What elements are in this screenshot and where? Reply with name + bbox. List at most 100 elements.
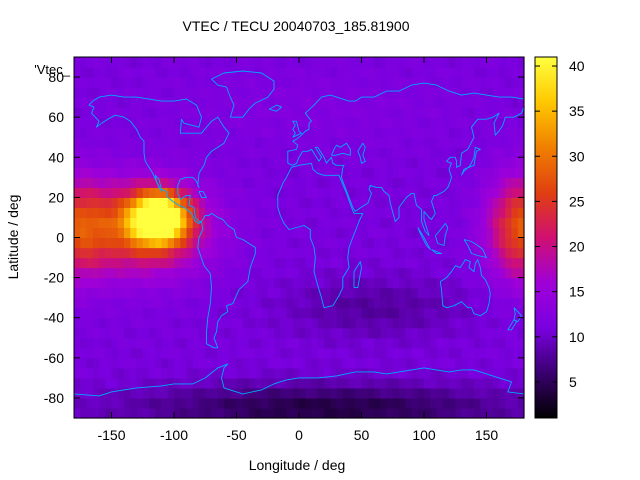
heatmap-cell [111,407,119,419]
heatmap-cell [392,127,400,138]
heatmap-cell [224,327,231,339]
heatmap-cell [517,247,525,259]
heatmap-cell [399,367,406,379]
heatmap-cell [261,247,269,259]
heatmap-cell [155,137,163,148]
heatmap-cell [149,297,156,309]
heatmap-cell [136,97,144,108]
heatmap-cell [411,367,419,379]
coastline [507,319,517,331]
heatmap-cell [292,407,300,419]
heatmap-cell [167,317,175,329]
heatmap-cell [267,377,275,389]
heatmap-cell [80,307,88,319]
heatmap-cell [374,277,381,289]
heatmap-cell [224,367,231,379]
heatmap-cell [174,207,181,219]
heatmap-cell [205,167,213,178]
heatmap-cell [292,327,300,339]
heatmap-cell [286,267,294,279]
heatmap-cell [305,247,313,259]
heatmap-cell [280,327,288,339]
heatmap-cell [380,197,388,209]
heatmap-cell [211,147,219,158]
heatmap-cell [517,117,525,128]
heatmap-cell [392,297,400,309]
heatmap-cell [442,67,450,78]
heatmap-cell [274,177,281,188]
heatmap-cell [299,97,306,108]
heatmap-cell [336,57,344,68]
heatmap-cell [180,317,188,329]
heatmap-cell [155,67,163,78]
heatmap-cell [180,387,188,399]
heatmap-cell [324,97,331,108]
heatmap-cell [199,307,206,319]
heatmap-cell [274,327,281,339]
heatmap-cell [424,347,431,359]
heatmap-cell [380,127,388,138]
heatmap-cell [186,137,194,148]
heatmap-cell [305,187,313,198]
heatmap-cell [211,207,219,219]
heatmap-cell [142,247,150,259]
coastline [513,307,522,323]
heatmap-cell [480,257,488,269]
heatmap-cell [80,237,88,249]
heatmap-cell [261,157,269,168]
heatmap-cell [86,277,94,289]
heatmap-cell [136,327,144,339]
heatmap-cell [117,407,125,419]
heatmap-cell [92,337,100,349]
heatmap-cell [430,87,438,98]
heatmap-cell [467,177,475,188]
heatmap-cell [399,347,406,359]
heatmap-cell [455,107,463,118]
heatmap-cell [505,387,513,399]
heatmap-cell [467,327,475,339]
heatmap-cell [442,237,450,249]
heatmap-cell [330,77,338,88]
heatmap-cell [392,167,400,178]
heatmap-cell [430,157,438,168]
heatmap-cell [330,387,338,399]
heatmap-cell [399,307,406,319]
heatmap-cell [292,297,300,309]
heatmap-cell [255,407,263,419]
heatmap-cell [449,407,456,419]
heatmap-cell [280,277,288,289]
heatmap-cell [286,67,294,78]
heatmap-cell [167,267,175,279]
heatmap-cell [161,167,169,178]
heatmap-cell [417,327,425,339]
heatmap-cell [467,227,475,239]
heatmap-cell [349,217,356,229]
heatmap-cell [286,107,294,118]
heatmap-cell [124,127,131,138]
heatmap-cell [411,337,419,349]
heatmap-cell [455,117,463,128]
heatmap-cell [142,217,150,229]
heatmap-cell [217,87,225,98]
heatmap-cell [361,137,369,148]
heatmap-cell [386,357,394,369]
heatmap-cell [480,107,488,118]
heatmap-cell [461,407,469,419]
heatmap-cell [492,217,500,229]
heatmap-cell [286,397,294,409]
heatmap-cell [74,277,81,289]
heatmap-cell [367,287,375,299]
heatmap-cell [242,217,250,229]
heatmap-cell [305,227,313,239]
heatmap-cell [167,127,175,138]
heatmap-cell [261,77,269,88]
heatmap-cell [199,87,206,98]
heatmap-cell [455,287,463,299]
heatmap-cell [317,387,325,399]
heatmap-cell [511,197,519,209]
heatmap-cell [455,387,463,399]
heatmap-cell [436,227,444,239]
x-tick-label: 0 [295,427,303,443]
heatmap-cell [174,287,181,299]
heatmap-cell [286,187,294,198]
